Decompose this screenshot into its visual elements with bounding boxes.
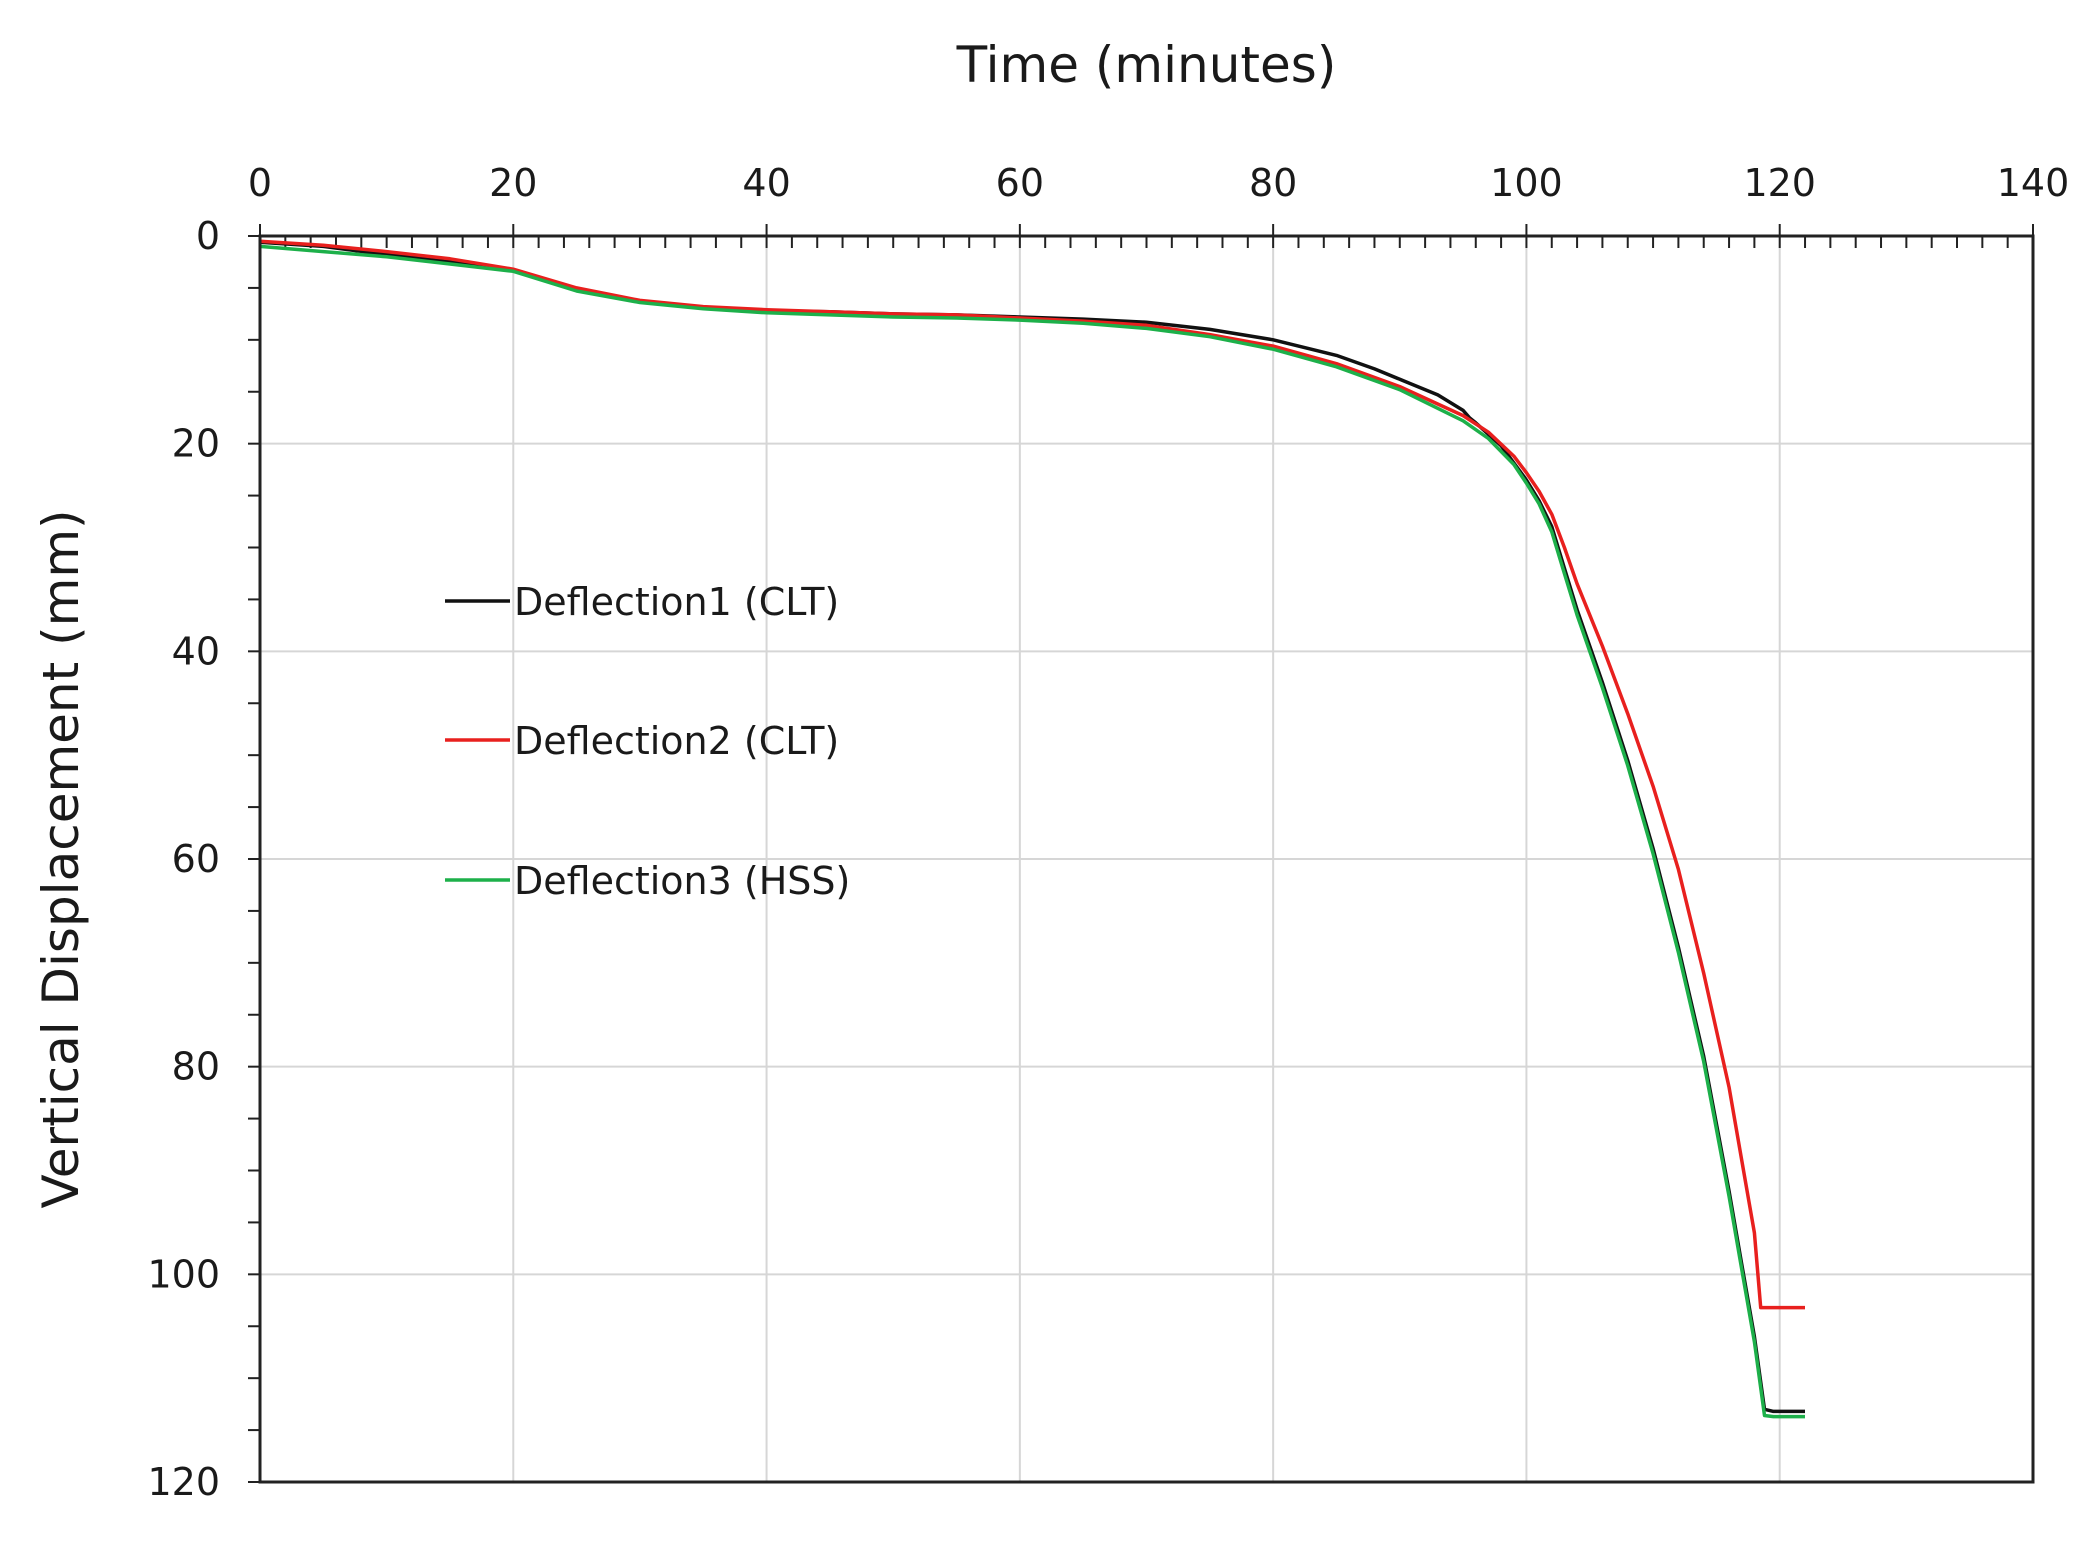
y-tick-label: 0 — [196, 214, 220, 258]
minor-ticks — [248, 224, 2034, 1483]
x-tick-label: 120 — [1743, 161, 1816, 205]
y-axis-title: Vertical Displacement (mm) — [32, 509, 90, 1208]
series-line-3 — [259, 244, 1805, 1419]
series-lines — [259, 239, 1805, 1419]
legend-label: Deflection3 (HSS) — [514, 859, 850, 903]
legend: Deflection1 (CLT) Deflection2 (CLT) Deflec… — [445, 580, 850, 903]
x-axis-title: Time (minutes) — [956, 36, 1337, 94]
y-tick-label: 120 — [147, 1460, 220, 1504]
x-tick-labels: 0 20 40 60 80 100 120 140 — [248, 161, 2069, 205]
series-line-1 — [259, 240, 1805, 1414]
x-tick-label: 60 — [996, 161, 1044, 205]
y-tick-label: 100 — [147, 1252, 220, 1296]
x-tick-label: 20 — [489, 161, 537, 205]
legend-label: Deflection2 (CLT) — [514, 719, 839, 763]
legend-label: Deflection1 (CLT) — [514, 580, 839, 624]
x-tick-label: 80 — [1249, 161, 1297, 205]
y-tick-label: 20 — [172, 422, 220, 466]
y-tick-label: 80 — [172, 1045, 220, 1089]
plot-frame — [258, 234, 2035, 1484]
series-line-2 — [259, 239, 1805, 1310]
x-tick-label: 40 — [742, 161, 790, 205]
y-tick-labels: 0 20 40 60 80 100 120 — [147, 214, 220, 1504]
x-tick-label: 0 — [248, 161, 272, 205]
y-tick-label: 60 — [172, 837, 220, 881]
y-tick-label: 40 — [172, 629, 220, 673]
x-tick-label: 100 — [1490, 161, 1563, 205]
gridlines — [260, 236, 2033, 1482]
x-tick-label: 140 — [1997, 161, 2070, 205]
